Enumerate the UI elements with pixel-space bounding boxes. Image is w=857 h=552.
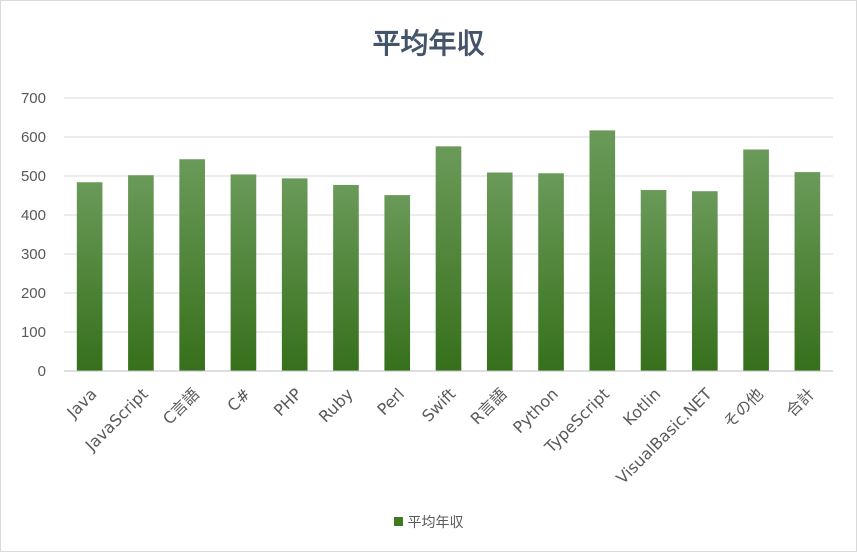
y-tick-label: 0: [38, 363, 46, 380]
bar: [384, 195, 411, 371]
bar: [281, 178, 308, 371]
x-tick-label: Swift: [418, 384, 459, 425]
legend-label: 平均年収: [407, 515, 464, 531]
y-tick-label: 500: [21, 168, 46, 185]
bar: [435, 146, 462, 371]
x-tick-label: その他: [720, 384, 767, 431]
chart-title: 平均年収: [372, 27, 485, 60]
bar: [743, 149, 769, 371]
x-tick-label: Java: [62, 384, 100, 422]
x-tick-label: Kotlin: [619, 384, 664, 429]
x-tick-label: PHP: [270, 384, 306, 420]
bar: [589, 130, 616, 371]
bar: [179, 159, 205, 371]
x-tick-label: VisualBasic.NET: [612, 384, 715, 487]
y-tick-label: 400: [21, 207, 46, 224]
y-tick-label: 700: [21, 90, 46, 107]
legend: 平均年収: [0, 512, 857, 532]
x-tick-label: Ruby: [315, 384, 357, 426]
y-axis-ticks: 0 100 200 300 400 500 600 700: [21, 90, 46, 380]
bar: [76, 182, 103, 371]
x-tick-label: C言語: [159, 384, 203, 428]
x-tick-label: 合計: [782, 384, 818, 420]
bar: [128, 175, 154, 371]
bar: [230, 174, 257, 371]
y-tick-label: 600: [21, 129, 46, 146]
legend-swatch: [393, 517, 403, 526]
bar: [794, 172, 821, 371]
bars: [76, 130, 821, 371]
bar: [640, 190, 667, 371]
y-tick-label: 200: [21, 285, 46, 302]
bar: [692, 191, 718, 371]
bar: [486, 172, 513, 371]
y-tick-label: 100: [21, 324, 46, 341]
bar: [538, 173, 564, 371]
x-tick-label: Perl: [373, 384, 408, 419]
y-tick-label: 300: [21, 246, 46, 263]
x-tick-label: C#: [223, 384, 254, 415]
bar: [333, 184, 359, 371]
x-tick-label: R言語: [467, 384, 511, 428]
